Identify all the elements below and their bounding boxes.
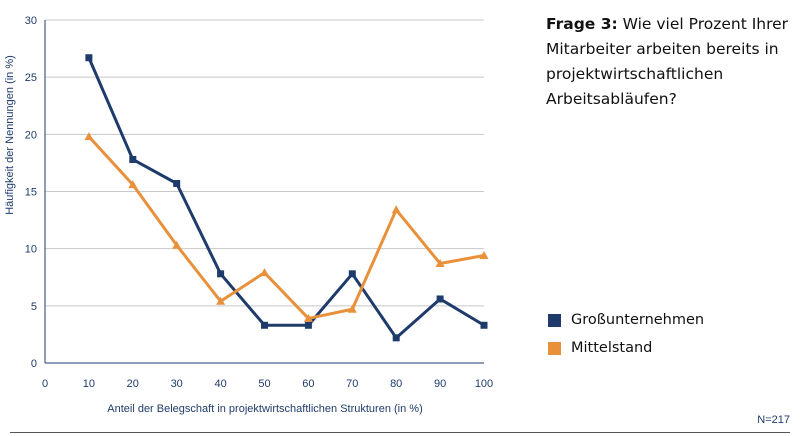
- data-series: [84, 54, 489, 342]
- data-point-grossunternehmen-70: [348, 270, 356, 278]
- data-point-grossunternehmen-30: [173, 179, 181, 187]
- data-point-mittelstand-70: [347, 304, 357, 313]
- legend-label-grossunternehmen: Großunternehmen: [571, 312, 705, 328]
- data-point-grossunternehmen-50: [261, 321, 268, 329]
- y-tick-label-0: 0: [31, 358, 37, 370]
- legend-label-mittelstand: Mittelstand: [571, 340, 653, 356]
- data-point-mittelstand-50: [260, 268, 269, 277]
- data-point-grossunternehmen-90: [436, 295, 444, 303]
- question-text: Frage 3: Wie viel Prozent Ihrer Mitarbei…: [546, 12, 791, 112]
- x-tick-label-70: 70: [346, 378, 358, 390]
- data-point-grossunternehmen-10: [85, 54, 93, 62]
- x-tick-label-90: 90: [434, 378, 446, 390]
- y-tick-label-30: 30: [25, 15, 37, 27]
- x-tick-label-40: 40: [214, 378, 226, 390]
- y-tick-label-10: 10: [25, 244, 37, 256]
- axes: [44, 20, 484, 364]
- data-point-grossunternehmen-40: [217, 270, 225, 278]
- legend-swatch-mittelstand: [548, 341, 561, 355]
- x-tick-label-60: 60: [302, 378, 314, 390]
- data-point-mittelstand-100: [479, 251, 489, 260]
- legend-item-mittelstand: Mittelstand: [548, 334, 704, 362]
- x-tick-label-0: 0: [42, 378, 48, 390]
- grid-lines: [45, 19, 484, 307]
- data-point-mittelstand-90: [435, 259, 445, 268]
- data-point-mittelstand-10: [84, 132, 94, 141]
- legend: Großunternehmen Mittelstand: [548, 306, 704, 362]
- data-point-mittelstand-20: [128, 180, 138, 189]
- x-tick-label-30: 30: [171, 378, 183, 390]
- data-point-mittelstand-80: [391, 205, 401, 214]
- y-tick-label-15: 15: [25, 187, 37, 199]
- x-tick-label-100: 100: [475, 378, 493, 390]
- question-prefix: Frage 3:: [546, 15, 618, 33]
- y-tick-label-25: 25: [25, 72, 37, 84]
- x-tick-label-20: 20: [127, 378, 139, 390]
- legend-swatch-grossunternehmen: [548, 313, 561, 327]
- data-point-grossunternehmen-60: [304, 321, 312, 329]
- y-axis-title: Häufigkeit der Nennungen (in %): [4, 55, 16, 215]
- series-line-grossunternehmen: [87, 57, 485, 340]
- sample-size-note: N=217: [757, 414, 790, 426]
- series-line-mittelstand: [87, 135, 485, 320]
- y-tick-label-20: 20: [25, 129, 37, 141]
- data-point-mittelstand-30: [172, 240, 182, 249]
- question-body: Wie viel Prozent Ihrer Mitarbeiter arbei…: [546, 15, 789, 108]
- data-point-grossunternehmen-100: [480, 321, 488, 329]
- x-axis-title: Anteil der Belegschaft in projektwirtsch…: [107, 403, 422, 415]
- legend-item-grossunternehmen: Großunternehmen: [548, 306, 704, 334]
- x-tick-label-80: 80: [390, 378, 402, 390]
- data-point-mittelstand-60: [303, 313, 313, 322]
- x-tick-label-10: 10: [83, 378, 95, 390]
- x-tick-label-50: 50: [258, 378, 270, 390]
- tick-labels: 0 5 10 15 20 25 30 0 10 20 30 40 50 60 70 80 90 100: [25, 15, 493, 390]
- data-point-grossunternehmen-20: [129, 155, 137, 163]
- data-point-grossunternehmen-80: [392, 334, 400, 342]
- data-point-mittelstand-40: [216, 296, 226, 305]
- bottom-divider: [10, 432, 790, 433]
- y-tick-label-5: 5: [31, 301, 37, 313]
